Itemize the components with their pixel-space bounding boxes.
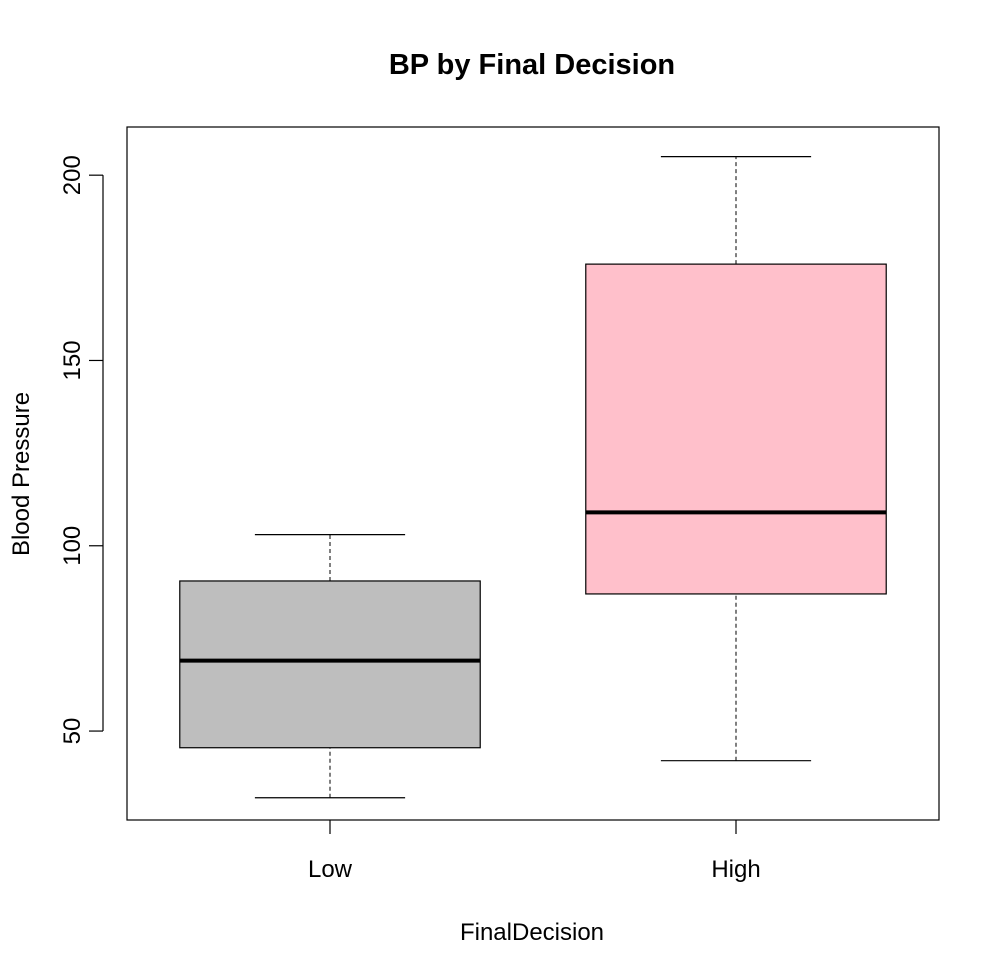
box-low bbox=[179, 534, 481, 799]
y-axis: 50 100 150 200 bbox=[59, 155, 104, 745]
iqr-box bbox=[179, 580, 481, 749]
plot-frame bbox=[126, 126, 940, 821]
x-tick-label: High bbox=[711, 856, 760, 883]
box-high bbox=[585, 156, 887, 762]
x-tick-label: Low bbox=[308, 856, 353, 883]
y-tick-label: 150 bbox=[59, 340, 86, 380]
y-tick-label: 200 bbox=[59, 155, 86, 195]
y-tick-label: 100 bbox=[59, 526, 86, 566]
y-tick-label: 50 bbox=[59, 718, 86, 745]
boxes bbox=[179, 156, 887, 799]
iqr-box bbox=[585, 263, 887, 595]
y-axis-label: Blood Pressure bbox=[8, 392, 35, 556]
chart-title: BP by Final Decision bbox=[389, 49, 675, 81]
x-axis: Low High bbox=[308, 820, 761, 883]
x-axis-label: FinalDecision bbox=[460, 919, 604, 946]
